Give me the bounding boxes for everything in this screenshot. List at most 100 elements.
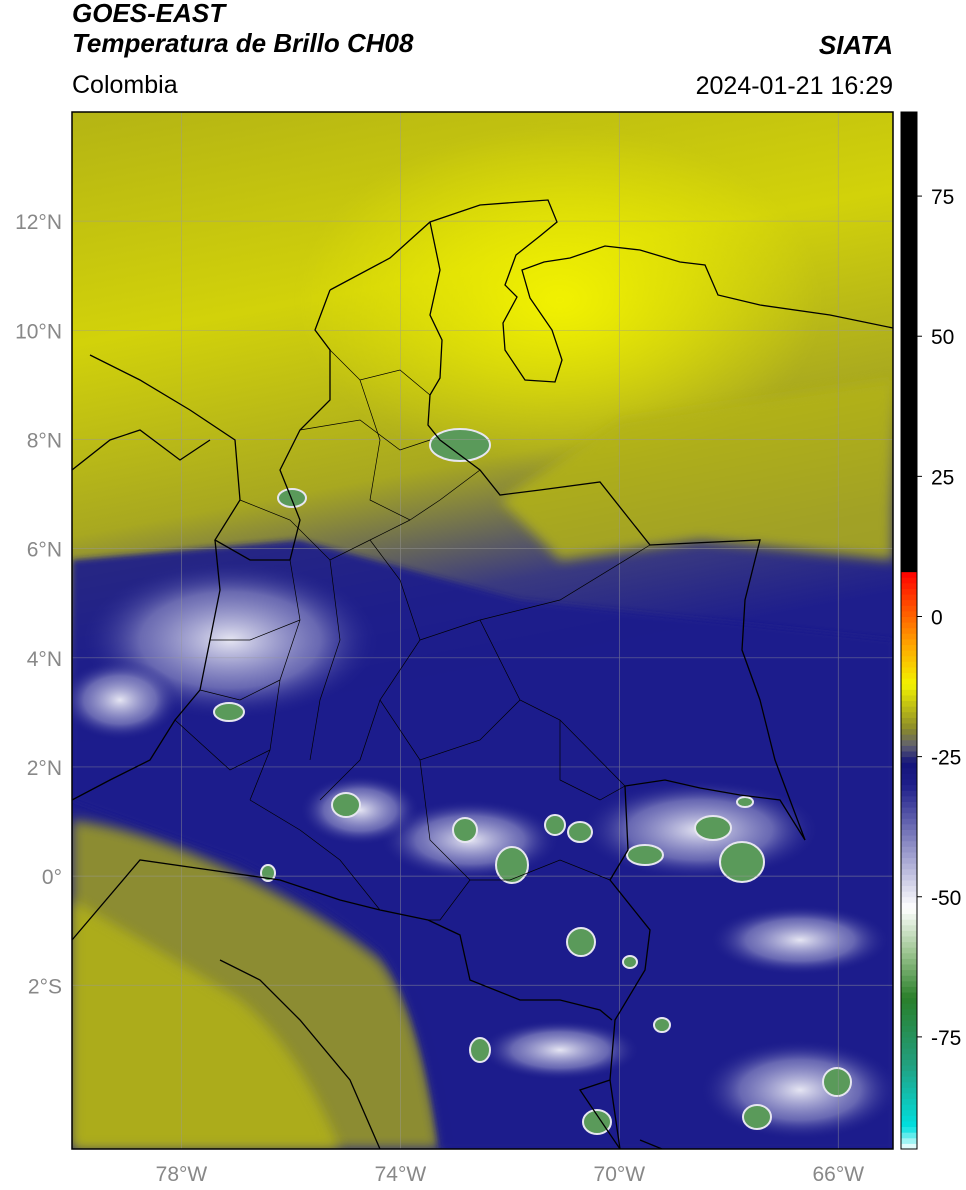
colorbar-segment [901, 902, 917, 909]
cold-cloud-top [495, 846, 529, 884]
colorbar-segment [901, 952, 917, 959]
colorbar-segment [901, 975, 917, 982]
colorbar-segment [901, 588, 917, 595]
cold-cloud-top [277, 488, 307, 508]
colorbar-segment [901, 437, 917, 444]
cold-cloud-top [260, 864, 276, 882]
timestamp-label: 2024-01-21 16:29 [695, 72, 893, 100]
lat-label: 2°N [27, 757, 62, 780]
colorbar-segment [901, 773, 917, 780]
colorbar-segment [901, 526, 917, 533]
colorbar-segment [901, 655, 917, 662]
colorbar-label: -25 [931, 747, 961, 770]
colorbar-segment [901, 891, 917, 898]
border-colombia-brazil [578, 779, 806, 1149]
colorbar-segment [901, 448, 917, 455]
colorbar-segment [901, 1020, 917, 1027]
colorbar-segment [901, 694, 917, 702]
cold-cloud-top [331, 792, 361, 818]
colorbar-segment [901, 375, 917, 382]
colorbar-segment [901, 201, 917, 208]
colorbar-segment [901, 369, 917, 376]
colorbar-segment [901, 1042, 917, 1049]
map-title: GOES-EAST Temperatura de Brillo CH08 [72, 0, 413, 58]
cold-cloud-top [452, 817, 478, 843]
colorbar-segment [901, 935, 917, 943]
lat-label: 6°N [27, 539, 62, 562]
colorbar-segment [901, 543, 917, 550]
colorbar-segment [901, 851, 917, 859]
colorbar-segment [901, 863, 917, 870]
convective-cloud [710, 905, 890, 975]
coastline-peru [219, 959, 381, 1149]
colorbar-label: 25 [931, 466, 954, 489]
colorbar-segment [901, 1081, 917, 1088]
cold-cloud-top [582, 1109, 612, 1135]
colorbar-segment [901, 818, 917, 825]
colorbar-segment [901, 846, 917, 853]
colorbar-segment [901, 566, 917, 573]
colorbar-segment [901, 207, 917, 214]
colorbar-segment [901, 571, 917, 578]
colorbar-segment [901, 1003, 917, 1010]
colorbar-segment [901, 184, 917, 191]
colorbar-segment [901, 325, 917, 332]
colorbar-segment [901, 151, 917, 158]
colorbar-segment [901, 498, 917, 505]
colorbar-label: 0 [931, 606, 943, 629]
colorbar-segment [901, 734, 917, 741]
colorbar-segment [901, 577, 917, 584]
colorbar-segment [901, 1115, 917, 1122]
colorbar-segment [901, 487, 917, 494]
colorbar-segment [901, 947, 917, 954]
colorbar-segment [901, 386, 917, 393]
colorbar-segment [901, 358, 917, 365]
border-colombia-peru [427, 919, 613, 1021]
colorbar-segment [901, 1104, 917, 1111]
colorbar-segment [901, 790, 917, 797]
colorbar-segment [901, 554, 917, 561]
colorbar-segment [901, 212, 917, 220]
lat-label: 10°N [15, 320, 62, 343]
colorbar-segment [901, 280, 917, 287]
convective-cloud [480, 1020, 640, 1080]
colorbar-segment [901, 397, 917, 404]
colorbar-label: -75 [931, 1027, 961, 1050]
colorbar-segment [901, 840, 917, 847]
cold-cloud-tops [213, 428, 852, 1135]
colorbar-segment [901, 874, 917, 881]
colorbar-segment [901, 879, 917, 887]
colorbar-segment [901, 364, 917, 371]
colorbar-segment [901, 745, 917, 752]
department-borders [174, 349, 651, 921]
colorbar-segment [901, 470, 917, 477]
colorbar-segment [901, 173, 917, 180]
colorbar-label: 75 [931, 186, 954, 209]
colorbar-segment [901, 1132, 917, 1139]
colorbar-segment [901, 678, 917, 685]
colorbar-segment [901, 240, 917, 248]
lat-label: 0° [42, 866, 62, 889]
colorbar-segment [901, 296, 917, 304]
colorbar-segment [901, 224, 917, 231]
colorbar-segment [901, 823, 917, 830]
clear-sky-region [300, 130, 820, 470]
colorbar-segment [901, 605, 917, 612]
satellite-imagery [72, 112, 893, 1149]
lon-label: 70°W [594, 1163, 646, 1186]
region-label: Colombia [72, 71, 178, 99]
colorbar-segment [901, 509, 917, 517]
colorbar-segment [901, 1076, 917, 1083]
colorbar-segment [901, 521, 917, 528]
colorbar-segment [901, 739, 917, 746]
colorbar-segment [901, 633, 917, 640]
colorbar-segment [901, 1120, 917, 1128]
colorbar-segment [901, 717, 917, 724]
lat-label: 4°N [27, 648, 62, 671]
cold-cloud-top [469, 1037, 491, 1063]
colorbar-segment [901, 622, 917, 629]
colorbar-segment [901, 801, 917, 808]
colorbar-segment [901, 638, 917, 646]
colorbar-segment [901, 896, 917, 903]
colorbar-segment [901, 128, 917, 135]
